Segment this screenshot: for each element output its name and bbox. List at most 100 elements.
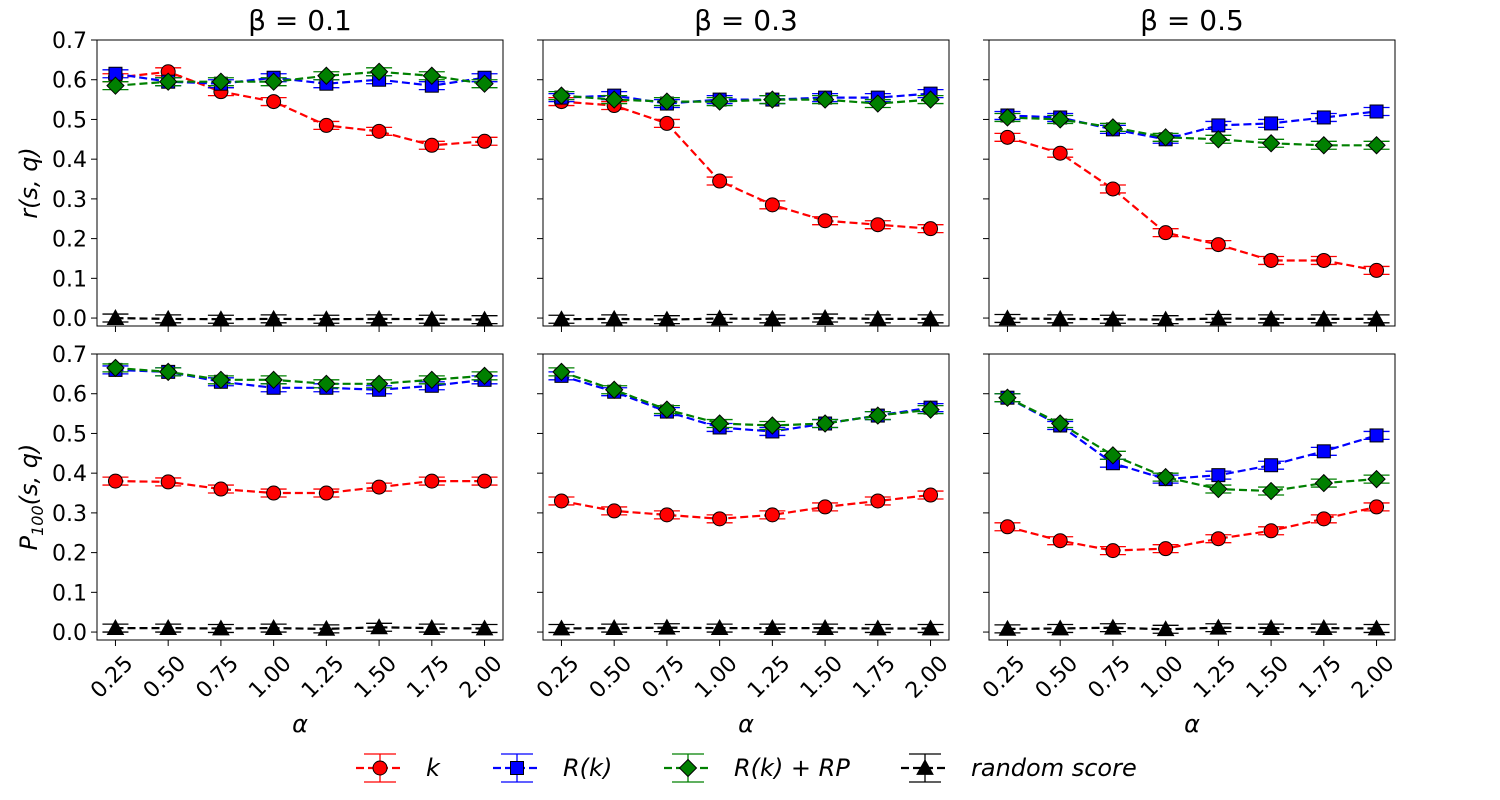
series-triangle xyxy=(548,618,944,636)
data-point xyxy=(1156,128,1175,147)
data-point xyxy=(816,309,834,325)
data-point xyxy=(1051,309,1070,326)
series-line xyxy=(1007,505,1377,552)
data-point xyxy=(266,94,282,110)
data-point xyxy=(475,74,494,93)
series-square xyxy=(994,390,1390,487)
data-point xyxy=(264,309,283,326)
data-point xyxy=(657,92,677,111)
data-point xyxy=(921,400,940,419)
series-circle xyxy=(548,487,944,527)
data-point xyxy=(1105,543,1121,559)
column-title: β = 0.5 xyxy=(1140,4,1244,37)
data-point xyxy=(106,309,125,325)
data-point xyxy=(422,619,441,635)
x-tick-label: 2.00 xyxy=(455,651,507,703)
x-tick-label: 0.50 xyxy=(1031,651,1083,703)
data-point xyxy=(921,619,940,636)
legend-label: R(k) xyxy=(563,754,612,782)
series-line xyxy=(1007,396,1377,493)
series-square xyxy=(994,104,1390,147)
data-point xyxy=(1264,458,1279,473)
y-tick-label: 0.1 xyxy=(52,581,87,606)
axes-frame xyxy=(96,353,504,641)
data-point xyxy=(1314,309,1333,326)
legend-item: R(k) xyxy=(493,753,612,783)
data-point xyxy=(552,86,571,105)
x-tick-label: 2.00 xyxy=(901,651,953,703)
data-point xyxy=(475,366,494,386)
data-point xyxy=(868,309,887,326)
data-point xyxy=(317,374,336,393)
data-point xyxy=(1263,523,1279,539)
data-point xyxy=(1367,469,1386,489)
series-line xyxy=(115,366,485,385)
data-point xyxy=(1103,118,1123,137)
y-tick-label: 0.5 xyxy=(52,422,87,447)
series-triangle xyxy=(994,309,1390,327)
data-point xyxy=(998,108,1017,127)
data-point xyxy=(1314,473,1334,493)
series-line xyxy=(561,316,931,321)
legend-label: R(k) + RP xyxy=(734,754,850,782)
y-tick-label: 0.4 xyxy=(52,148,87,173)
y-tick-label: 0.3 xyxy=(52,188,87,213)
data-point xyxy=(1263,252,1279,268)
y-tick-label: 0.7 xyxy=(52,29,87,54)
series-diamond xyxy=(994,388,1390,501)
legend-marker xyxy=(372,760,388,776)
data-point xyxy=(211,72,231,91)
series-line xyxy=(115,480,485,495)
series-circle xyxy=(548,94,944,237)
x-axis-label: α xyxy=(738,710,754,738)
data-point xyxy=(1158,225,1174,241)
data-point xyxy=(1369,428,1384,443)
y-tick-label: 0.0 xyxy=(52,621,87,646)
axes-frame xyxy=(96,39,504,327)
x-tick-label: 1.50 xyxy=(350,651,402,703)
y-tick-label: 0.7 xyxy=(52,343,87,368)
x-tick-label: 1.00 xyxy=(244,651,296,703)
data-point xyxy=(1369,262,1385,278)
axes-frame xyxy=(988,39,1396,327)
data-point xyxy=(923,487,939,503)
data-point xyxy=(712,173,728,189)
data-point xyxy=(552,362,571,382)
data-point xyxy=(764,197,780,213)
data-point xyxy=(318,485,334,501)
x-axis-label: α xyxy=(292,710,308,738)
data-point xyxy=(1104,618,1122,635)
data-point xyxy=(1156,467,1175,487)
data-point xyxy=(1103,446,1123,465)
data-point xyxy=(1051,619,1070,636)
data-point xyxy=(817,213,833,229)
data-point xyxy=(475,619,494,636)
data-point xyxy=(1367,136,1386,155)
data-point xyxy=(816,619,834,635)
series-diamond xyxy=(548,86,944,113)
data-point xyxy=(815,90,835,109)
y-tick-label: 0.3 xyxy=(52,502,87,527)
y-tick-label: 0.2 xyxy=(52,542,87,567)
series-line xyxy=(1006,396,1377,481)
data-point xyxy=(1262,309,1280,326)
data-point xyxy=(1369,499,1385,515)
data-point xyxy=(999,129,1015,145)
x-tick-label: 0.75 xyxy=(1084,651,1136,703)
data-point xyxy=(552,619,571,636)
series-line xyxy=(115,317,485,321)
data-point xyxy=(1316,511,1332,527)
data-point xyxy=(606,503,622,519)
data-point xyxy=(264,72,283,91)
data-point xyxy=(369,62,389,81)
data-point xyxy=(999,519,1015,535)
x-tick-label: 2.00 xyxy=(1347,651,1399,703)
data-point xyxy=(815,414,835,433)
series-diamond xyxy=(102,358,498,393)
series-triangle xyxy=(102,309,498,327)
data-point xyxy=(710,414,729,433)
legend-label: random score xyxy=(971,754,1137,782)
y-tick-label: 0.6 xyxy=(52,69,87,94)
series-circle xyxy=(994,129,1390,278)
data-point xyxy=(710,92,729,111)
